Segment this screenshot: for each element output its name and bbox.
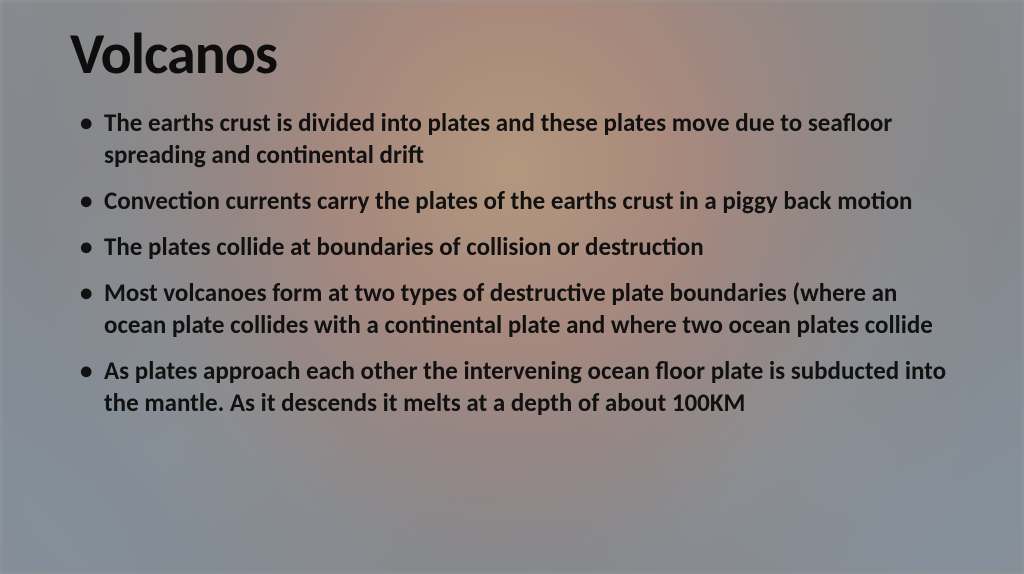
bullet-list: The earths crust is divided into plates … [70,107,954,419]
slide-content: Volcanos The earths crust is divided int… [0,0,1024,463]
bullet-item: The earths crust is divided into plates … [80,107,954,171]
bullet-item: Most volcanoes form at two types of dest… [80,277,954,341]
bullet-item: Convection currents carry the plates of … [80,185,954,217]
slide-title: Volcanos [70,18,954,89]
bullet-item: As plates approach each other the interv… [80,355,954,419]
bullet-item: The plates collide at boundaries of coll… [80,231,954,263]
